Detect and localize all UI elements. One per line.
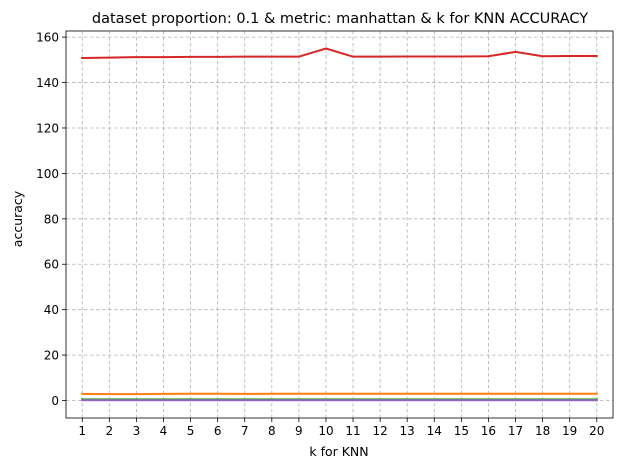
y-tick-label: 20	[44, 349, 59, 363]
y-tick-label: 100	[36, 167, 59, 181]
y-tick-label: 60	[44, 258, 59, 272]
y-tick-label: 120	[36, 121, 59, 135]
y-tick-label: 0	[51, 394, 59, 408]
y-tick-label: 160	[36, 31, 59, 45]
chart-title: dataset proportion: 0.1 & metric: manhat…	[92, 11, 588, 27]
x-tick-label: 9	[295, 424, 303, 438]
y-axis-label: accuracy	[10, 190, 25, 247]
y-tick-label: 40	[44, 303, 59, 317]
x-axis-label: k for KNN	[309, 444, 368, 459]
x-tick-label: 7	[241, 424, 249, 438]
x-tick-label: 8	[268, 424, 276, 438]
x-tick-label: 16	[481, 424, 496, 438]
x-tick-label: 19	[562, 424, 577, 438]
x-tick-label: 13	[400, 424, 415, 438]
x-tick-label: 3	[133, 424, 141, 438]
x-tick-label: 12	[372, 424, 387, 438]
x-tick-label: 15	[454, 424, 469, 438]
x-tick-label: 1	[78, 424, 86, 438]
x-tick-label: 2	[106, 424, 114, 438]
x-tick-label: 6	[214, 424, 222, 438]
x-tick-label: 18	[535, 424, 550, 438]
x-tick-label: 20	[589, 424, 604, 438]
x-tick-label: 14	[427, 424, 442, 438]
y-tick-label: 80	[44, 212, 59, 226]
x-tick-label: 17	[508, 424, 523, 438]
y-tick-label: 140	[36, 76, 59, 90]
x-tick-label: 4	[160, 424, 168, 438]
x-tick-label: 10	[318, 424, 333, 438]
x-tick-label: 11	[345, 424, 360, 438]
x-tick-label: 5	[187, 424, 195, 438]
